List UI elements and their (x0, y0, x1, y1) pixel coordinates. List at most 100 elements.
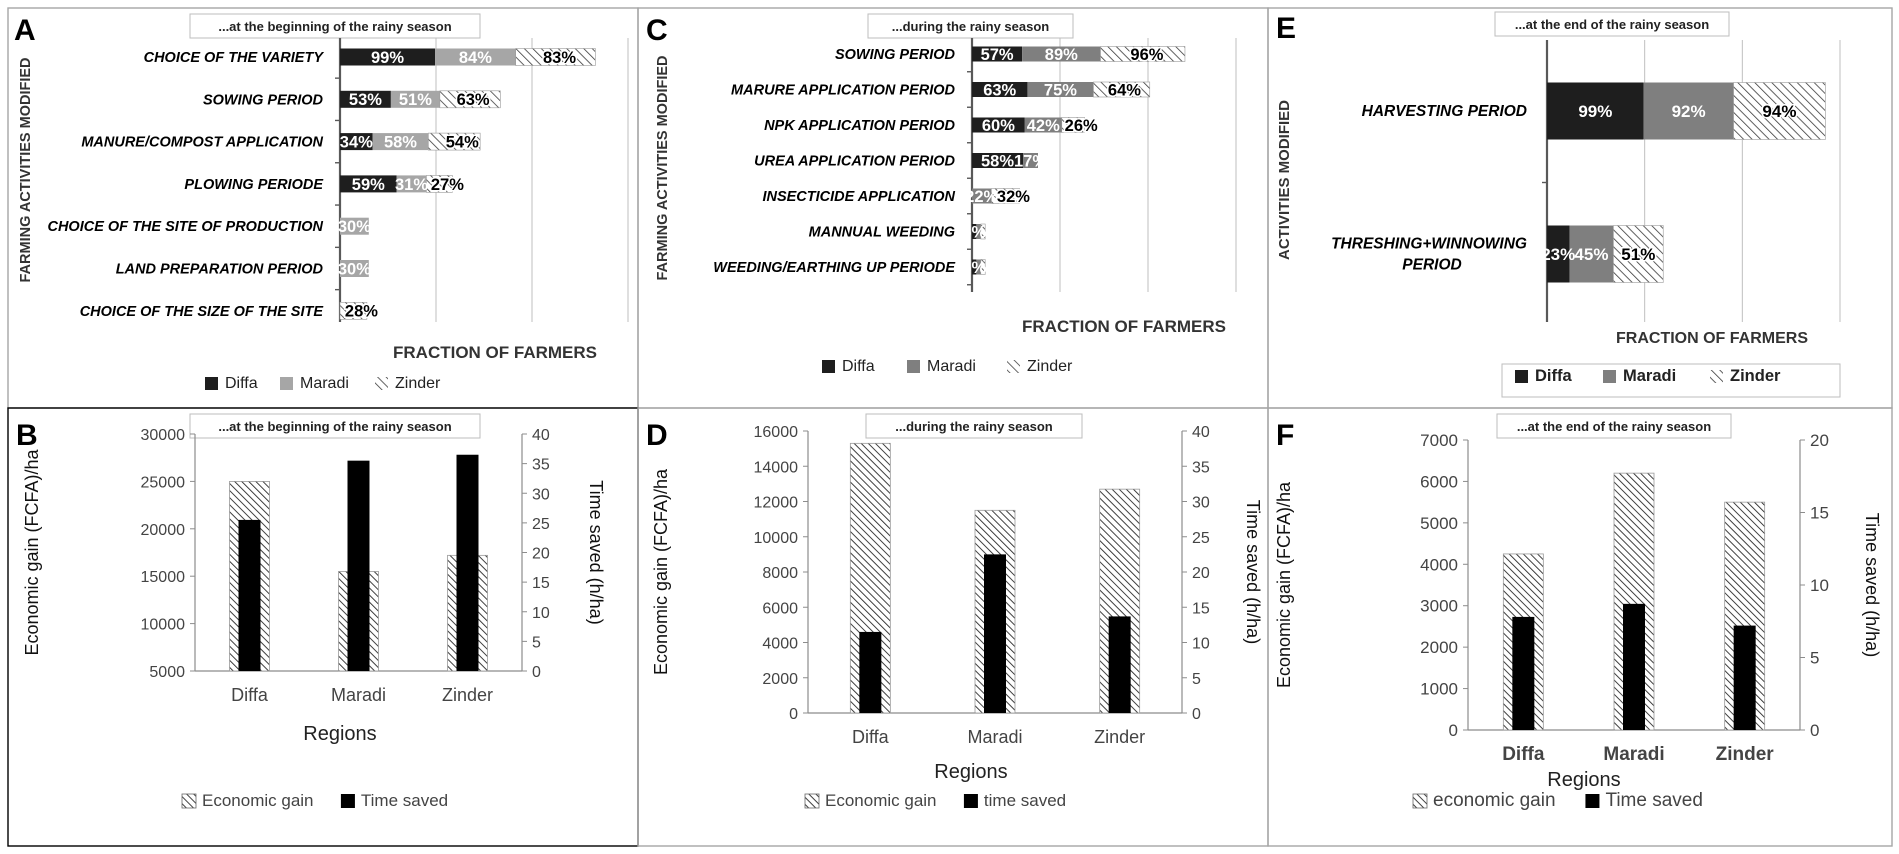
bar-zinder (339, 301, 368, 320)
legend-label-diffa: Diffa (842, 358, 875, 375)
bar-time-saved (1623, 603, 1645, 730)
y-axis-title: FARMING ACTIVITIES MODIFIED (655, 55, 671, 280)
category-label: CHOICE OF THE SIZE OF THE SITE (80, 304, 325, 320)
legend-swatch-economic-gain (181, 793, 197, 809)
y2-tick-label: 25 (532, 516, 550, 533)
legend-swatch-diffa (822, 360, 835, 373)
y-tick-label: 1000 (1420, 680, 1458, 699)
data-label-zinder: 27% (431, 176, 464, 194)
bar-diffa (1547, 225, 1570, 283)
category-label: CHOICE OF THE SITE OF PRODUCTION (47, 219, 323, 235)
y-tick-label: 8000 (762, 565, 798, 582)
data-label-diffa: 34% (340, 134, 373, 152)
legend-label-economic-gain: Economic gain (825, 791, 937, 810)
data-label-zinder: 54% (446, 134, 479, 152)
bar-time-saved (859, 631, 882, 713)
x-tick-label: Diffa (231, 685, 269, 705)
legend-label-maradi: Maradi (1623, 367, 1676, 385)
y-axis-title: Economic gain (FCFA)/ha (651, 468, 671, 675)
data-label-zinder: 64% (1108, 81, 1141, 99)
chart-title-box-E (1494, 11, 1730, 37)
bar-maradi (1024, 117, 1062, 133)
bar-maradi (372, 133, 429, 151)
bar-diffa (340, 48, 436, 66)
x-tick-label: Diffa (1502, 744, 1545, 765)
y2-tick-label: 10 (1810, 576, 1829, 595)
data-label-diffa: 23% (1541, 245, 1575, 264)
data-label-maradi: 84% (459, 49, 492, 67)
x-axis-title: FRACTION OF FARMERS (1616, 330, 1808, 347)
legend-label-economic-gain: Economic gain (202, 791, 314, 810)
y-axis-title: ACTIVITIES MODIFIED (1276, 100, 1293, 260)
chart-title-E: ...at the end of the rainy season (1515, 17, 1709, 32)
bar-zinder (426, 175, 453, 193)
panel-letter-F: F (1276, 419, 1294, 452)
y-tick-label: 0 (789, 706, 798, 723)
chart-B: B ...at the beginning of the rainy season… (16, 413, 606, 810)
y-tick-label: 16000 (754, 424, 799, 441)
y2-tick-label: 15 (1810, 504, 1829, 523)
y-tick-label: 25000 (141, 474, 186, 491)
legend-label-maradi: Maradi (927, 358, 976, 375)
y-tick-label: 2000 (1420, 638, 1458, 657)
y2-tick-label: 40 (1192, 424, 1210, 441)
y2-tick-label: 30 (532, 486, 550, 503)
category-label: SOWING PERIOD (203, 92, 324, 108)
y-tick-label: 10000 (754, 530, 799, 547)
y2-tick-label: 15 (1192, 600, 1210, 617)
data-label-maradi: 22% (965, 188, 998, 206)
x-tick-label: Diffa (852, 727, 890, 747)
y2-tick-label: 25 (1192, 530, 1210, 547)
x-tick-label: Zinder (442, 685, 493, 705)
bar-diffa (972, 224, 977, 239)
legend-swatch-maradi (907, 360, 920, 373)
category-label: MANURE/COMPOST APPLICATION (81, 135, 323, 151)
y-tick-label: 5000 (1420, 514, 1458, 533)
legend-label-time-saved: Time saved (361, 791, 448, 810)
x-axis-title: Regions (1547, 769, 1620, 791)
data-label-zinder: 96% (1130, 46, 1163, 64)
y2-axis-title: Time saved (h/ha) (1243, 500, 1263, 644)
bar-maradi (972, 188, 992, 204)
y2-tick-label: 35 (532, 457, 550, 474)
data-label-zinder: 32% (997, 188, 1030, 206)
y2-tick-label: 20 (1192, 565, 1210, 582)
x-axis-title: Regions (934, 761, 1007, 783)
x-axis-title: FRACTION OF FARMERS (1022, 317, 1226, 336)
chart-title-A: ...at the beginning of the rainy season (218, 19, 451, 34)
bar-maradi (976, 224, 981, 239)
category-label: UREA APPLICATION PERIOD (754, 154, 955, 170)
legend-swatch-maradi (280, 377, 293, 390)
category-label: MANNUAL WEEDING (809, 225, 955, 241)
y-tick-label: 0 (1449, 721, 1458, 740)
y-tick-label: 6000 (762, 600, 798, 617)
legend-swatch-economic-gain (1412, 793, 1428, 809)
data-label-zinder: 28% (345, 303, 378, 321)
legend-swatch-time-saved (340, 794, 355, 808)
bar-maradi (1022, 46, 1101, 62)
panel-letter-D: D (646, 419, 668, 452)
bar-maradi (1569, 225, 1614, 283)
legend-label-economic-gain: economic gain (1433, 790, 1556, 811)
data-label-diffa: 57% (981, 46, 1014, 64)
legend-label-time-saved: time saved (984, 791, 1066, 810)
category-label: SOWING PERIOD (835, 47, 956, 63)
bar-maradi (1023, 153, 1038, 168)
chart-title-box-F (1496, 413, 1732, 439)
bar-zinder (1093, 81, 1151, 98)
data-label-diffa: 60% (982, 117, 1015, 135)
category-label: CHOICE OF THE VARIETY (144, 50, 325, 66)
data-label-maradi: 17% (1014, 152, 1047, 170)
data-label-diffa: 5% (962, 223, 986, 241)
legend-label-maradi: Maradi (300, 375, 349, 392)
bar-time-saved (238, 519, 261, 671)
category-label: NPK APPLICATION PERIOD (764, 118, 955, 134)
data-label-diffa: 99% (371, 49, 404, 67)
chart-F: F ...at the end of the rainy season 0 1000 2… (1274, 413, 1882, 811)
legend-swatch-maradi (1603, 370, 1616, 383)
y-tick-label: 7000 (1420, 431, 1458, 450)
chart-title-box-D (865, 413, 1083, 439)
chart-E: E ...at the end of the rainy season HARVES… (1276, 11, 1841, 398)
chart-D: D ...during the rainy season 0 2000 4000 6000… (646, 413, 1263, 810)
chart-title-F: ...at the end of the rainy season (1517, 419, 1711, 434)
